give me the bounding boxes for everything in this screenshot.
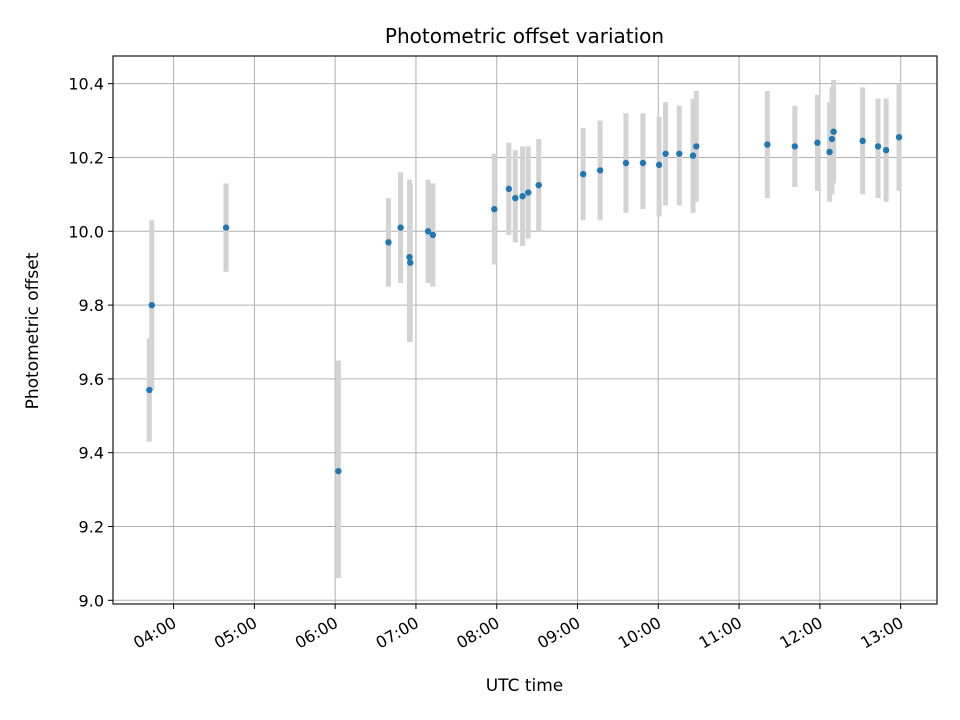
- data-point: [791, 143, 799, 150]
- data-point: [655, 161, 663, 169]
- data-point: [622, 159, 630, 167]
- data-point: [491, 205, 498, 213]
- data-point: [429, 231, 437, 239]
- data-points: [146, 128, 903, 475]
- data-point: [882, 146, 890, 154]
- chart-title: Photometric offset variation: [385, 24, 664, 48]
- data-point: [148, 301, 155, 309]
- data-point: [525, 189, 532, 196]
- data-point: [895, 133, 903, 141]
- data-point: [830, 128, 837, 135]
- y-tick-label: 9.0: [79, 591, 104, 610]
- data-point: [512, 194, 519, 202]
- y-tick-label: 10.0: [68, 222, 104, 241]
- y-tick-label: 9.2: [79, 518, 104, 537]
- data-point: [406, 253, 413, 261]
- data-point: [689, 152, 697, 159]
- plot-frame: [112, 55, 938, 605]
- data-point: [222, 224, 230, 231]
- data-point: [662, 150, 669, 157]
- data-point: [676, 150, 683, 157]
- y-axis-label: Photometric offset: [23, 252, 43, 409]
- data-point: [693, 143, 700, 150]
- y-tick-label: 9.4: [79, 444, 104, 463]
- y-tick-label: 9.8: [79, 296, 104, 315]
- data-point: [874, 143, 882, 150]
- data-point: [519, 193, 526, 200]
- y-tick-label: 10.2: [68, 148, 104, 167]
- data-point: [826, 148, 833, 156]
- y-tick-label: 9.6: [79, 370, 104, 389]
- data-point: [596, 167, 604, 174]
- data-point: [859, 137, 866, 145]
- data-point: [639, 159, 647, 167]
- y-axis-ticks: 9.0 9.2 9.4 9.6 9.8 10.0 10.2 10.4: [68, 75, 113, 610]
- data-point: [335, 467, 342, 475]
- data-point: [146, 386, 153, 394]
- data-point: [385, 239, 392, 246]
- data-point: [397, 224, 404, 231]
- data-point: [814, 139, 821, 146]
- data-point: [424, 228, 432, 235]
- data-point: [579, 170, 587, 178]
- data-point: [407, 259, 414, 266]
- data-point: [764, 141, 771, 148]
- data-point: [505, 185, 513, 193]
- y-tick-label: 10.4: [68, 75, 104, 94]
- data-point: [535, 181, 542, 189]
- data-point: [828, 135, 836, 143]
- x-axis-label: UTC time: [486, 676, 564, 696]
